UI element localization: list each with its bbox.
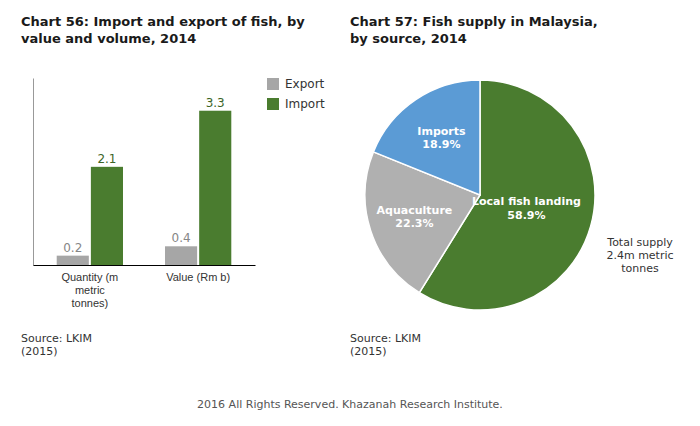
legend-swatch (267, 98, 279, 110)
text-line: Quantity (m (61, 271, 118, 283)
chart-title: Chart 57: Fish supply in Malaysia, by sou… (350, 14, 598, 46)
text-line: Chart 56: Import and export of fish, by (21, 14, 305, 29)
data-label: 3.3 (206, 96, 225, 110)
text-line: Chart 57: Fish supply in Malaysia, (350, 14, 598, 29)
y-axis (33, 79, 34, 266)
slice-label: Aquaculture22.3% (377, 204, 453, 230)
y-axis-line (33, 79, 34, 266)
text-line: tonnes) (72, 297, 109, 309)
x-tick-label: Value (Rm b) (166, 271, 230, 283)
text-line: (2015) (350, 345, 387, 358)
text-line: Total supply (606, 236, 673, 249)
x-axis-line (34, 265, 256, 266)
text-line: (2015) (21, 345, 58, 358)
slice-label: Local fish landing58.9% (472, 195, 581, 221)
bar (91, 167, 123, 265)
x-tick-label: Quantity (mmetrictonnes) (61, 271, 118, 309)
bar (57, 256, 89, 265)
chart-title: Chart 56: Import and export of fish, by v… (21, 14, 305, 46)
slice (373, 80, 480, 195)
text-line: tonnes (621, 262, 659, 275)
legend-swatch (267, 78, 279, 90)
legend-label: Export (285, 77, 325, 91)
text-line: Source: LKIM (21, 332, 92, 345)
text-line: Value (Rm b) (166, 271, 230, 283)
data-label: 0.2 (63, 241, 82, 255)
source-note: Source: LKIM(2015) (350, 332, 421, 358)
slice-labels: Local fish landing58.9% Aquaculture22.3% I… (377, 125, 581, 230)
bar (199, 111, 231, 265)
text-line: Source: LKIM (350, 332, 421, 345)
pie-chart: Chart 57: Fish supply in Malaysia, by sou… (350, 14, 674, 358)
chart-canvas: Chart 56: Import and export of fish, by v… (0, 0, 700, 426)
slice-label: Imports18.9% (417, 125, 466, 151)
text-line: 2.4m metric (606, 249, 673, 262)
data-label: 2.1 (97, 152, 116, 166)
slice-label-line: 18.9% (422, 138, 460, 151)
slice-label-line: Local fish landing (472, 195, 581, 208)
text-line: metric (75, 284, 105, 296)
slice-label-line: 58.9% (507, 209, 545, 222)
annotation: Total supply2.4m metrictonnes (606, 236, 673, 275)
x-tick: Value (Rm b) (166, 271, 230, 283)
source-note: Source: LKIM(2015) (21, 332, 92, 358)
slice-label-line: 22.3% (395, 217, 433, 230)
x-axis: Quantity (mmetrictonnes) Value (Rm b) (34, 266, 256, 310)
slices (365, 80, 595, 310)
text-line: by source, 2014 (350, 31, 467, 46)
data-labels: 0.2 0.4 2.1 3.3 (63, 96, 225, 255)
bars (57, 111, 232, 265)
text-line: value and volume, 2014 (21, 31, 196, 46)
data-label: 0.4 (172, 231, 191, 245)
footer: 2016 All Rights Reserved. Khazanah Resea… (197, 398, 503, 411)
bar-chart: Chart 56: Import and export of fish, by v… (21, 14, 325, 358)
legend-label: Import (285, 97, 325, 111)
slice-label-line: Imports (417, 125, 466, 138)
legend: Export Import (267, 77, 325, 111)
x-tick: Quantity (mmetrictonnes) (61, 271, 118, 309)
bar (165, 246, 197, 265)
slice-label-line: Aquaculture (377, 204, 453, 217)
